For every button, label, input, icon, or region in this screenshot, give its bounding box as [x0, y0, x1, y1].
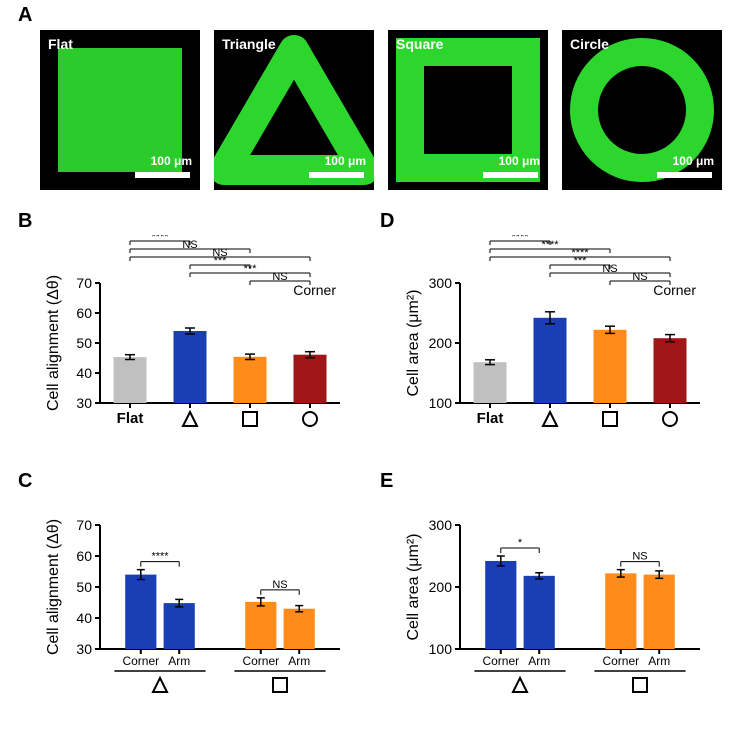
svg-text:50: 50 — [76, 335, 92, 351]
scale-text: 100 μm — [499, 154, 540, 168]
svg-text:****: **** — [541, 239, 559, 251]
svg-text:100: 100 — [429, 395, 453, 411]
svg-text:70: 70 — [76, 517, 92, 533]
svg-text:Corner: Corner — [122, 654, 159, 668]
panel-letter-b: B — [18, 210, 32, 233]
svg-text:NS: NS — [632, 271, 647, 283]
panel-letter-e: E — [380, 470, 393, 493]
svg-text:300: 300 — [429, 517, 453, 533]
svg-text:****: **** — [511, 235, 529, 243]
svg-text:Arm: Arm — [288, 654, 310, 668]
scale-bar — [483, 172, 538, 178]
scale-text: 100 μm — [325, 154, 366, 168]
svg-text:300: 300 — [429, 275, 453, 291]
svg-text:Cell alignment (Δθ): Cell alignment (Δθ) — [45, 519, 62, 655]
svg-text:200: 200 — [429, 579, 453, 595]
micro-label: Circle — [570, 36, 609, 52]
svg-text:30: 30 — [76, 641, 92, 657]
scale-text: 100 μm — [151, 154, 192, 168]
chart-e: 100 200 300 Cell area (μm²) Corner Arm * Corner… — [400, 495, 710, 695]
svg-text:Arm: Arm — [528, 654, 550, 668]
svg-text:NS: NS — [182, 239, 197, 251]
svg-text:Flat: Flat — [117, 410, 144, 427]
micro-circle: Circle 100 μm — [562, 30, 722, 190]
svg-text:Arm: Arm — [168, 654, 190, 668]
svg-text:NS: NS — [632, 551, 647, 563]
micro-flat: Flat 100 μm — [40, 30, 200, 190]
micro-square: Square 100 μm — [388, 30, 548, 190]
micro-label: Flat — [48, 36, 73, 52]
svg-text:100: 100 — [429, 641, 453, 657]
svg-text:30: 30 — [76, 395, 92, 411]
panel-letter-c: C — [18, 470, 32, 493]
svg-text:Cell area (μm²): Cell area (μm²) — [405, 533, 422, 640]
svg-text:Corner: Corner — [242, 654, 279, 668]
svg-text:Cell alignment (Δθ): Cell alignment (Δθ) — [45, 275, 62, 411]
panel-letter-a: A — [18, 4, 32, 27]
svg-text:NS: NS — [272, 271, 287, 283]
svg-text:Corner: Corner — [653, 282, 696, 298]
svg-text:Corner: Corner — [482, 654, 519, 668]
svg-text:60: 60 — [76, 548, 92, 564]
svg-text:40: 40 — [76, 365, 92, 381]
micro-label: Square — [396, 36, 443, 52]
scale-bar — [135, 172, 190, 178]
svg-text:50: 50 — [76, 579, 92, 595]
svg-text:***: *** — [244, 263, 258, 275]
svg-text:NS: NS — [272, 579, 287, 591]
svg-text:***: *** — [214, 255, 228, 267]
svg-text:Flat: Flat — [477, 410, 504, 427]
svg-text:60: 60 — [76, 305, 92, 321]
scale-text: 100 μm — [673, 154, 714, 168]
svg-text:NS: NS — [602, 263, 617, 275]
chart-b: 30 40 50 60 70 Cell alignment (Δθ) Corner Flat *… — [40, 235, 350, 435]
svg-text:****: **** — [151, 235, 169, 243]
scale-bar — [657, 172, 712, 178]
svg-text:***: *** — [574, 255, 588, 267]
svg-text:Corner: Corner — [293, 282, 336, 298]
chart-d: 100200300Cell area (μm²)CornerFlat******… — [400, 235, 710, 435]
scale-bar — [309, 172, 364, 178]
microscopy-row: Flat 100 μm Triangle 100 μm Square 100 μ… — [40, 30, 722, 190]
svg-text:Arm: Arm — [648, 654, 670, 668]
chart-c: 30 40 50 60 70 Cell alignment (Δθ) Corner Arm **… — [40, 495, 350, 695]
micro-triangle: Triangle 100 μm — [214, 30, 374, 190]
svg-text:****: **** — [151, 551, 169, 563]
svg-text:Corner: Corner — [602, 654, 639, 668]
svg-text:70: 70 — [76, 275, 92, 291]
svg-text:200: 200 — [429, 335, 453, 351]
svg-text:*: * — [518, 537, 523, 549]
micro-label: Triangle — [222, 36, 276, 52]
svg-text:40: 40 — [76, 610, 92, 626]
svg-text:Cell area (μm²): Cell area (μm²) — [405, 289, 422, 396]
panel-letter-d: D — [380, 210, 394, 233]
